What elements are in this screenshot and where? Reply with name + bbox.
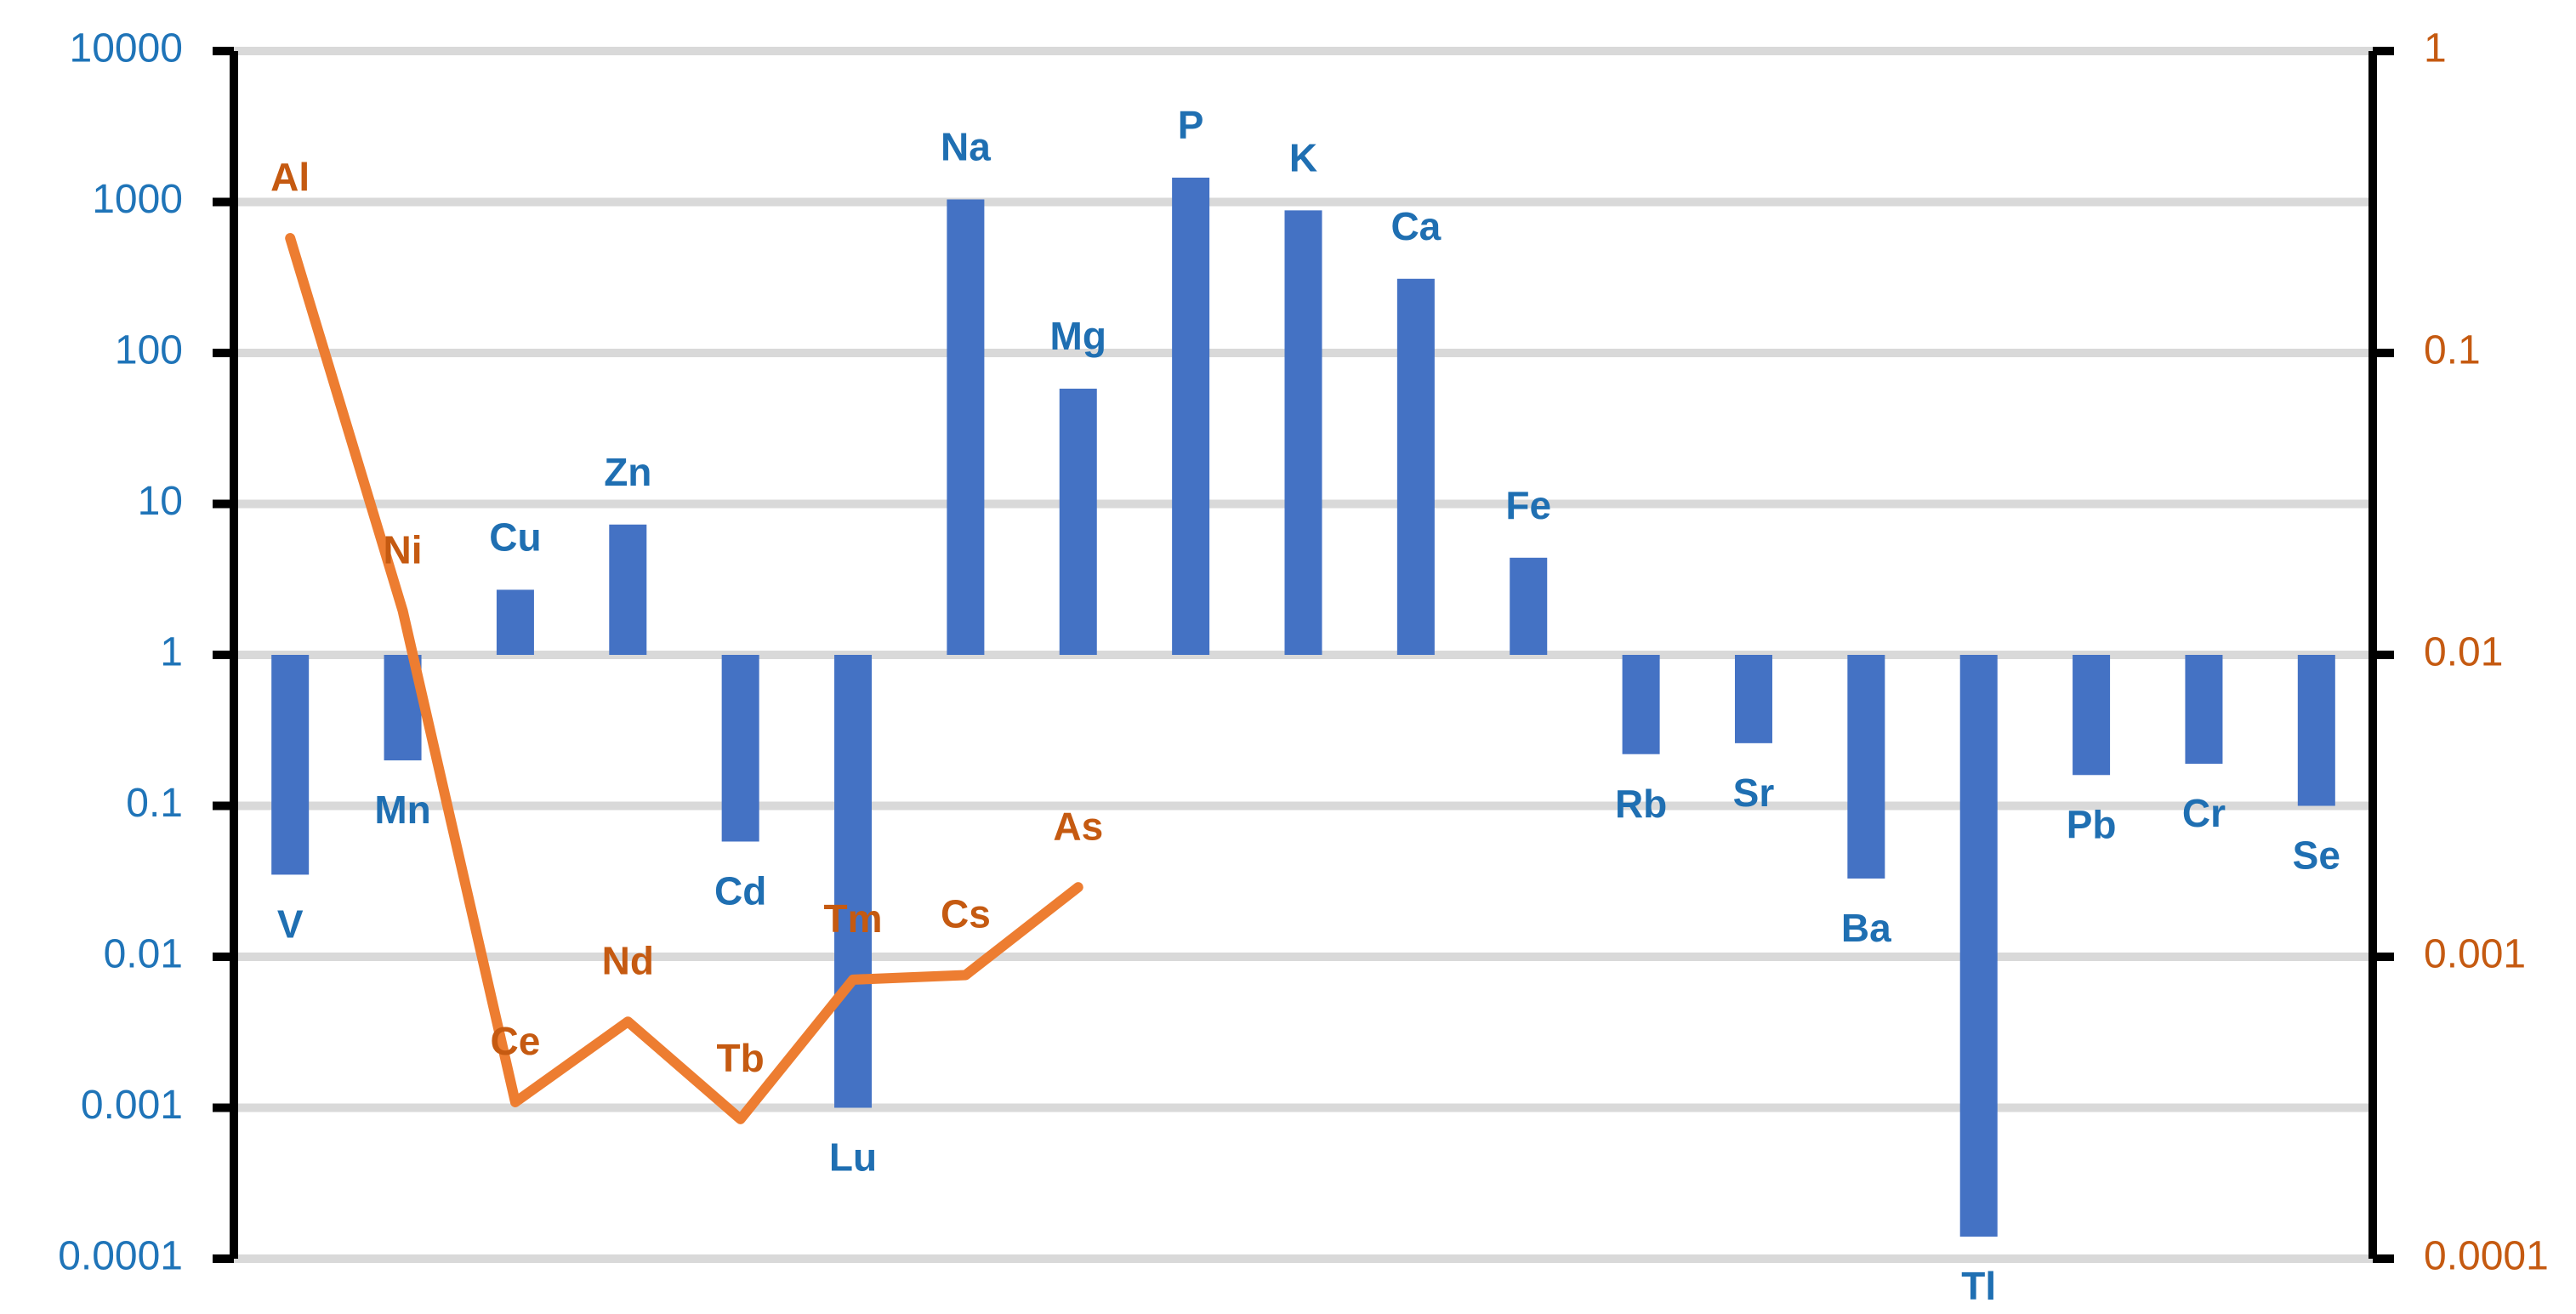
left-axis-tick-label-0-1: 0.1 [126, 781, 183, 826]
axes: 10000 1000 100 10 1 0.1 0.01 0.001 0.0001 1 0.1 0.0… [58, 26, 2549, 1279]
bar-label-fe: Fe [1505, 483, 1551, 527]
left-axis-tick-label-0-0001: 0.0001 [58, 1234, 183, 1279]
bar-lu [834, 655, 873, 1108]
left-axis-tick-label-1: 1 [160, 630, 183, 675]
bar-sr [1734, 655, 1772, 743]
bar-se [2297, 655, 2335, 806]
line-series [285, 233, 1083, 1124]
line-label-as: As [1053, 804, 1103, 848]
bar-label-k: K [1289, 136, 1317, 180]
chart-labels: V Mn Cu Zn Cd Lu Na Mg P K Ca Fe Rb Sr Ba Tl Pb Cr Se Al Ni C… [270, 103, 2340, 1308]
line-label-nd: Nd [602, 938, 654, 982]
left-axis-tick-label-100: 100 [115, 328, 183, 373]
bar-pb [2073, 655, 2111, 776]
bar-label-mg: Mg [1050, 314, 1106, 358]
bar-na [947, 199, 985, 656]
right-axis-tick-label-0-0001: 0.0001 [2424, 1234, 2549, 1279]
right-axis-tick-label-0-1: 0.1 [2424, 328, 2481, 373]
bar-label-pb: Pb [2067, 802, 2117, 846]
bar-label-v: V [277, 902, 304, 947]
left-axis-tick-label-0-01: 0.01 [104, 932, 183, 977]
right-axis-tick-label-0-01: 0.01 [2424, 630, 2503, 675]
bar-label-cd: Cd [714, 869, 766, 913]
bar-label-zn: Zn [604, 450, 651, 494]
bar-mg [1059, 388, 1097, 655]
bar-zn [609, 524, 647, 655]
bar-label-lu: Lu [829, 1135, 877, 1180]
bar-label-p: P [1178, 103, 1204, 147]
bar-cu [496, 589, 534, 655]
bar-fe [1510, 557, 1548, 655]
bar-k [1284, 210, 1322, 656]
bar-label-na: Na [941, 125, 991, 169]
bar-ca [1396, 278, 1435, 655]
bar-series [271, 177, 2335, 1237]
bar-tl [1959, 655, 1998, 1237]
bar-v [271, 655, 310, 875]
line-label-tm: Tm [824, 896, 883, 941]
bar-label-sr: Sr [1733, 771, 1775, 815]
right-axis-tick-label-1: 1 [2424, 26, 2447, 71]
left-axis-tick-label-10000: 10000 [70, 26, 183, 71]
bar-label-mn: Mn [374, 788, 430, 832]
bar-label-ca: Ca [1390, 204, 1441, 248]
bar-label-cu: Cu [489, 515, 541, 560]
line-label-al: Al [270, 155, 310, 199]
line-label-ni: Ni [384, 527, 423, 572]
bar-label-rb: Rb [1615, 782, 1667, 826]
orange-line-series [285, 233, 1083, 1124]
line-label-ce: Ce [491, 1019, 541, 1063]
bar-rb [1622, 655, 1660, 754]
bar-label-cr: Cr [2182, 791, 2226, 835]
left-axis-tick-label-10: 10 [138, 479, 183, 524]
bar-p [1172, 177, 1210, 655]
bar-cd [721, 655, 759, 842]
line-label-cs: Cs [941, 892, 991, 936]
bar-ba [1847, 655, 1885, 879]
line-label-tb: Tb [717, 1036, 765, 1080]
right-axis-tick-label-0-001: 0.001 [2424, 932, 2526, 977]
bar-label-tl: Tl [1961, 1264, 1996, 1308]
left-axis-tick-label-1000: 1000 [92, 177, 183, 222]
bar-label-se: Se [2293, 833, 2340, 878]
bar-label-ba: Ba [1841, 906, 1891, 950]
bar-cr [2185, 655, 2223, 765]
left-axis-tick-label-0-001: 0.001 [81, 1083, 183, 1128]
